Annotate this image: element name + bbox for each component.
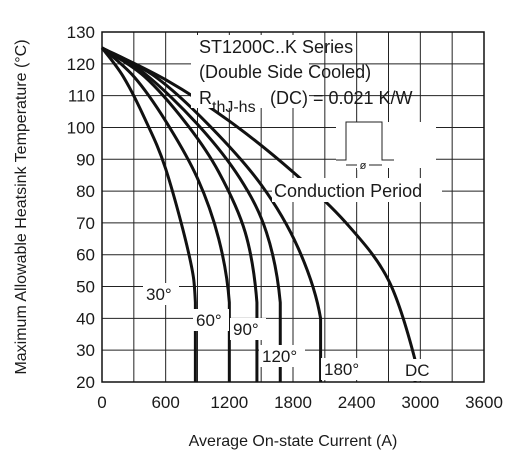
curve-label: 60°: [196, 311, 222, 330]
curve-label-background: [143, 283, 179, 305]
curve-label: 120°: [262, 347, 297, 366]
curve-90deg: [101, 46, 259, 382]
waveform-phi-symbol: ø: [360, 160, 367, 172]
y-tick-label: 20: [76, 373, 95, 392]
plot-frame: [101, 31, 485, 383]
x-tick-label: 3600: [465, 393, 503, 412]
x-tick-label: 1200: [210, 393, 248, 412]
curves: [100, 46, 417, 382]
curve-label: 90°: [233, 320, 259, 339]
rth-symbol: R: [199, 88, 212, 108]
x-tick-label: 3000: [401, 393, 439, 412]
y-tick-label: 30: [76, 341, 95, 360]
y-tick-label: 50: [76, 278, 95, 297]
x-tick-label: 0: [97, 393, 106, 412]
y-tick-label: 120: [67, 55, 95, 74]
y-tick-label: 110: [68, 87, 95, 106]
curve-label: 180°: [324, 360, 359, 379]
y-tick-label: 90: [76, 150, 95, 169]
x-tick-label: 2400: [338, 393, 376, 412]
rth-subscript: thJ-hs: [212, 99, 256, 116]
y-tick-label: 60: [76, 246, 95, 265]
ticks: 130 120 110 100 90 80 70 60 50 40 30 200 600 1200 1800…: [67, 23, 503, 412]
x-axis-label: Average On-state Current (A): [189, 433, 398, 450]
curve-label-background: [259, 345, 305, 367]
curve-label-background: [193, 309, 229, 331]
curve-180deg: [101, 46, 323, 382]
curve-label: 30°: [146, 285, 172, 304]
curve-label-background: [402, 359, 428, 381]
series-name-annotation: ST1200C..K Series: [199, 37, 353, 57]
y-tick-label: 80: [76, 182, 95, 201]
x-tick-label: 600: [151, 393, 179, 412]
curve-dc: [101, 46, 417, 382]
curve-label: DC: [405, 361, 430, 380]
conduction-waveform-icon: ø: [336, 121, 436, 172]
y-axis-label: Maximum Allowable Heatsink Temperature (…: [13, 39, 30, 374]
annotation-background: [191, 35, 309, 108]
curve-label-background: [321, 358, 367, 380]
curve-30deg: [100, 47, 197, 382]
cooling-annotation: (Double Side Cooled): [199, 62, 371, 82]
curve-label-background: [230, 318, 266, 340]
y-tick-label: 40: [76, 309, 95, 328]
x-tick-label: 1800: [274, 393, 312, 412]
y-tick-label: 70: [76, 214, 95, 233]
curve-labels: 30° 60° 90°120° 180° DC: [143, 283, 430, 381]
y-tick-label: 100: [67, 118, 95, 137]
conduction-label-background: [272, 178, 442, 202]
conduction-period-label: Conduction Period: [274, 181, 422, 201]
curve-120deg: [101, 46, 282, 382]
rth-value: (DC) = 0.021 K/W: [270, 88, 413, 108]
curve-60deg: [100, 46, 231, 382]
y-tick-label: 130: [67, 23, 95, 42]
